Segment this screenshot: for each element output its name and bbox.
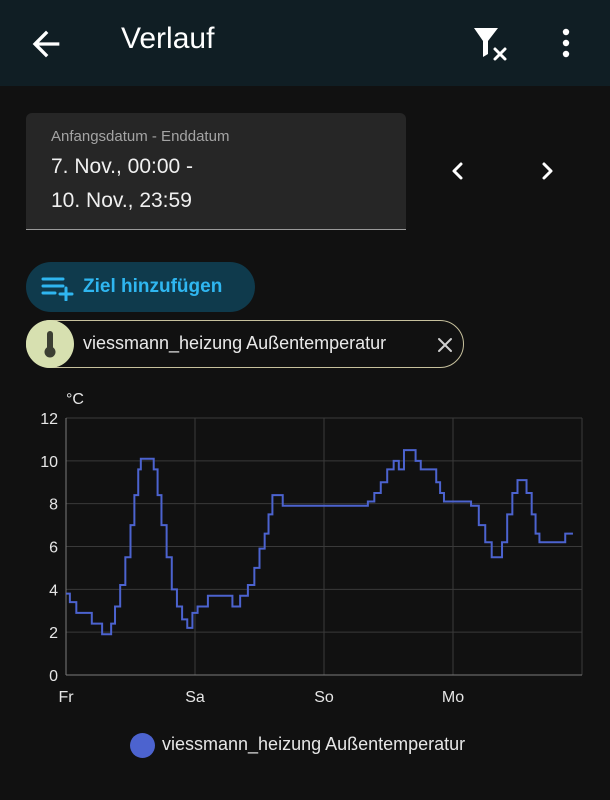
close-icon (438, 338, 452, 352)
add-target-label: Ziel hinzufügen (83, 276, 223, 297)
temperature-history-chart: °C 0 2 4 6 8 10 12 Fr Sa So Mo (40, 391, 583, 706)
thermometer-icon (44, 331, 56, 358)
chevron-left-icon (452, 162, 463, 180)
date-range-caption: Anfangsdatum - Enddatum (51, 128, 230, 145)
date-range-start: 7. Nov., 00:00 - (51, 155, 194, 178)
y-tick-label: 6 (49, 540, 58, 557)
y-tick-label: 12 (40, 411, 58, 428)
previous-period-button[interactable] (441, 153, 475, 189)
playlist-plus-icon (41, 277, 74, 301)
x-tick-label: So (314, 689, 334, 706)
back-button[interactable] (26, 24, 66, 64)
y-tick-label: 2 (49, 625, 58, 642)
filter-remove-icon (474, 28, 507, 61)
page-title: Verlauf (121, 22, 215, 55)
remove-entity-button[interactable] (432, 332, 458, 358)
x-tick-label: Fr (58, 689, 74, 706)
next-period-button[interactable] (530, 153, 564, 189)
add-target-button[interactable]: Ziel hinzufügen (26, 262, 255, 312)
arrow-left-icon (32, 30, 60, 58)
entity-chip-label: viessmann_heizung Außentemperatur (83, 333, 387, 353)
chevron-right-icon (542, 162, 553, 180)
date-range-end: 10. Nov., 23:59 (51, 189, 192, 212)
series-line[interactable] (66, 449, 573, 636)
date-range-field[interactable]: Anfangsdatum - Enddatum 7. Nov., 00:00 -… (26, 113, 406, 230)
y-tick-label: 8 (49, 497, 58, 514)
chip-avatar (26, 320, 74, 368)
y-tick-label: 4 (49, 582, 58, 599)
y-tick-label: 10 (40, 454, 58, 471)
legend-label: viessmann_heizung Außentemperatur (162, 734, 466, 754)
entity-chip[interactable]: viessmann_heizung Außentemperatur (26, 320, 464, 368)
clear-filter-button[interactable] (468, 22, 510, 64)
legend-color-swatch (130, 733, 155, 758)
top-app-bar: Verlauf (0, 0, 610, 86)
y-tick-label: 0 (49, 668, 58, 685)
dots-vertical-icon (562, 28, 570, 58)
x-tick-label: Mo (442, 689, 464, 706)
y-axis-unit: °C (66, 391, 84, 408)
overflow-menu-button[interactable] (548, 22, 584, 64)
x-tick-label: Sa (185, 689, 205, 706)
